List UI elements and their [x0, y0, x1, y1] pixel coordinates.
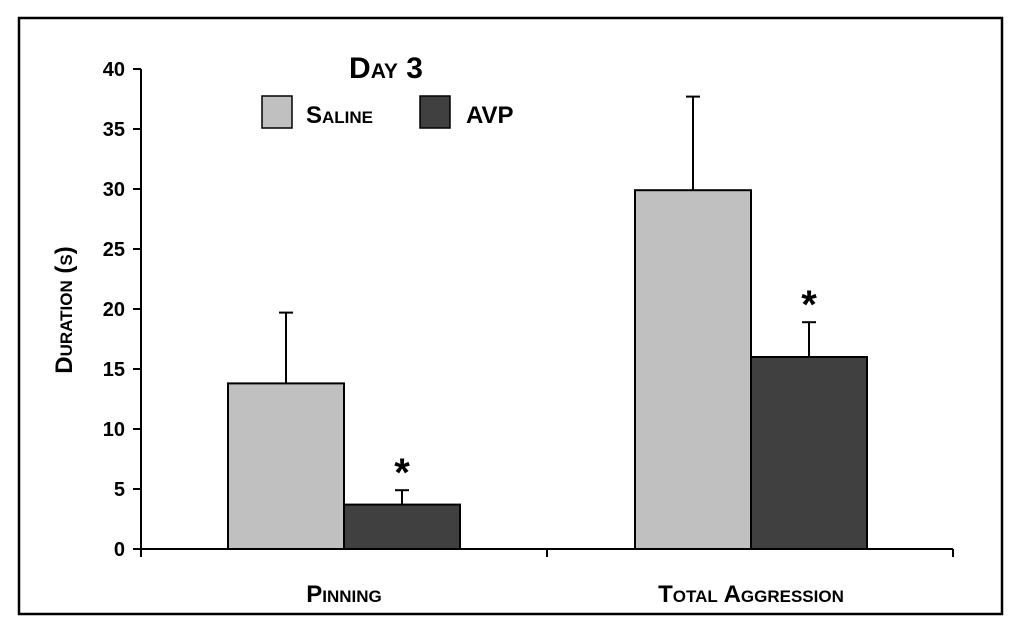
category-label-total-aggression: Total Aggression — [658, 581, 844, 608]
y-tick-label: 35 — [103, 119, 125, 141]
bar-pinning-saline — [227, 382, 345, 550]
significance-marker-pinning: * — [394, 451, 410, 495]
y-tick-label: 25 — [103, 239, 125, 261]
significance-marker-total-aggression: * — [801, 283, 817, 327]
bar-total-aggression-avp — [750, 356, 868, 550]
legend-label-avp: AVP — [466, 102, 514, 129]
bars: ** — [227, 95, 868, 551]
y-tick-label: 0 — [114, 539, 125, 561]
legend-swatch-avp — [419, 95, 451, 129]
category-label-pinning: Pinning — [306, 581, 382, 608]
legend: Saline AVP — [261, 95, 514, 129]
y-tick-label: 20 — [103, 299, 125, 321]
bar-total-aggression-saline — [634, 189, 752, 550]
legend-label-saline: Saline — [306, 102, 373, 129]
y-tick-label: 10 — [103, 419, 125, 441]
y-axis-ticks: 0 5 10 15 20 25 30 35 40 — [103, 59, 141, 561]
chart-title: Day 3 — [349, 52, 423, 85]
y-tick-label: 30 — [103, 179, 125, 201]
y-tick-label: 40 — [103, 59, 125, 81]
y-tick-label: 5 — [114, 479, 125, 501]
bar-pinning-avp — [343, 503, 461, 551]
legend-swatch-saline — [261, 95, 293, 129]
y-tick-label: 15 — [103, 359, 125, 381]
y-axis-label: Duration (s) — [51, 246, 78, 374]
